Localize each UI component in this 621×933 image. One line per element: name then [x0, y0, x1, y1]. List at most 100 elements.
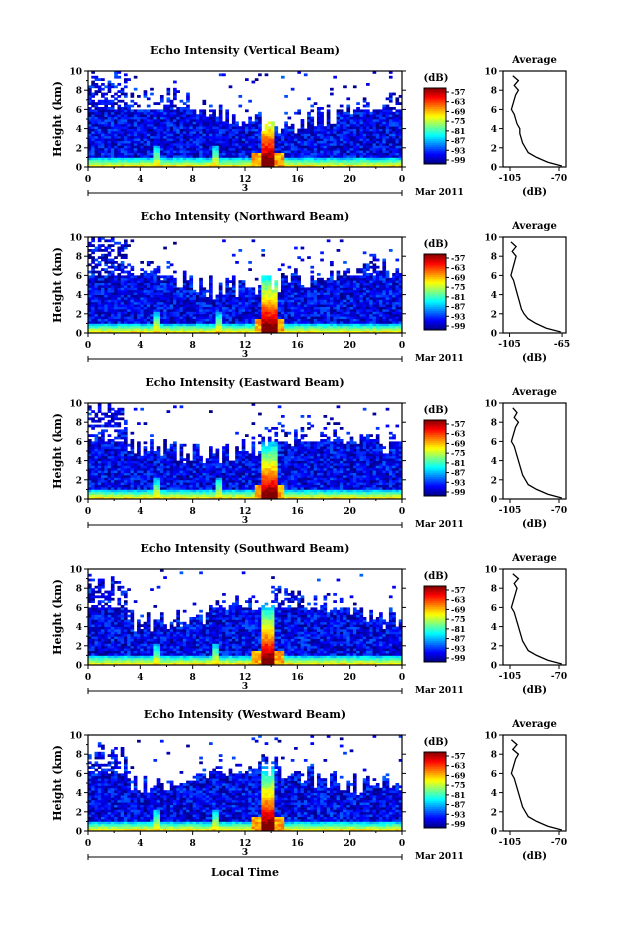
- heatmap-cell: [131, 162, 135, 165]
- heatmap-cell: [359, 119, 363, 122]
- heatmap-cell: [330, 292, 334, 295]
- heatmap-cell: [199, 114, 203, 117]
- heatmap-cell: [212, 307, 216, 310]
- colorbar-tick-label: -81: [451, 126, 465, 136]
- heatmap-cell: [202, 309, 206, 312]
- heatmap-cell: [245, 109, 249, 112]
- heatmap-cell: [350, 314, 354, 317]
- heatmap-cell: [196, 119, 200, 122]
- heatmap-cell: [196, 143, 200, 146]
- heatmap-cell: [95, 162, 99, 165]
- heatmap-cell: [268, 283, 272, 286]
- heatmap-cell: [238, 295, 242, 298]
- heatmap-cell: [350, 124, 354, 127]
- heatmap-cell: [137, 117, 141, 120]
- heatmap-cell: [180, 133, 184, 136]
- heatmap-cell: [101, 83, 105, 86]
- heatmap-cell: [183, 292, 187, 295]
- heatmap-cell: [330, 316, 334, 319]
- heatmap-cell: [124, 162, 128, 165]
- heatmap-cell: [95, 280, 99, 283]
- heatmap-cell: [242, 143, 246, 146]
- heatmap-cell: [386, 297, 390, 300]
- heatmap-cell: [369, 157, 373, 160]
- heatmap-cell: [167, 287, 171, 290]
- heatmap-cell: [320, 283, 324, 286]
- heatmap-cell: [189, 326, 193, 329]
- heatmap-cell: [307, 292, 311, 295]
- heatmap-cell: [395, 112, 399, 115]
- heatmap-cell: [359, 143, 363, 146]
- heatmap-cell: [366, 273, 370, 276]
- heatmap-cell: [366, 143, 370, 146]
- heatmap-cell: [121, 247, 125, 250]
- heatmap-cell: [180, 290, 184, 293]
- heatmap-cell: [180, 143, 184, 146]
- heatmap-cell: [144, 311, 148, 314]
- heatmap-cell: [196, 307, 200, 310]
- heatmap-cell: [186, 295, 190, 298]
- heatmap-cell: [238, 148, 242, 151]
- heatmap-cell: [91, 124, 95, 127]
- heatmap-cell: [124, 121, 128, 124]
- heatmap-cell: [265, 304, 269, 307]
- heatmap-cell: [95, 309, 99, 312]
- heatmap-cell: [310, 121, 314, 124]
- heatmap-cell: [183, 283, 187, 286]
- heatmap-cell: [117, 105, 121, 108]
- heatmap-cell: [124, 105, 128, 108]
- heatmap-cell: [382, 271, 386, 274]
- heatmap-cell: [114, 290, 118, 293]
- x-tick-label: 8: [190, 175, 196, 185]
- profile-x-tick-label: -65: [554, 340, 570, 350]
- heatmap-cell: [176, 141, 180, 144]
- heatmap-cell: [291, 307, 295, 310]
- heatmap-cell: [353, 323, 357, 326]
- heatmap-cell: [193, 321, 197, 324]
- heatmap-cell: [346, 285, 350, 288]
- heatmap-cell: [108, 145, 112, 148]
- heatmap-cell: [288, 157, 292, 160]
- heatmap-cell: [193, 302, 197, 305]
- heatmap-cell: [330, 88, 334, 91]
- heatmap-cell: [297, 283, 301, 286]
- heatmap-cell: [212, 328, 216, 331]
- heatmap-cell: [363, 319, 367, 322]
- x-tick-label: 20: [343, 175, 356, 185]
- heatmap-cell: [108, 160, 112, 163]
- heatmap-cell: [307, 295, 311, 298]
- heatmap-cell: [330, 311, 334, 314]
- heatmap-cell: [284, 160, 288, 163]
- heatmap-cell: [134, 76, 138, 79]
- heatmap-cell: [111, 117, 115, 120]
- heatmap-cell: [261, 299, 265, 302]
- heatmap-cell: [301, 290, 305, 293]
- heatmap-cell: [281, 150, 285, 153]
- heatmap-cell: [216, 119, 220, 122]
- heatmap-cell: [366, 316, 370, 319]
- heatmap-cell: [108, 290, 112, 293]
- heatmap-cell: [255, 309, 259, 312]
- heatmap-cell: [337, 153, 341, 156]
- x-tick-label: 4: [137, 341, 143, 351]
- heatmap-cell: [274, 314, 278, 317]
- heatmap-cell: [199, 148, 203, 151]
- heatmap-cell: [294, 278, 298, 281]
- heatmap-cell: [101, 285, 105, 288]
- heatmap-cell: [268, 280, 272, 283]
- heatmap-cell: [327, 309, 331, 312]
- heatmap-cell: [98, 138, 102, 141]
- heatmap-cell: [176, 311, 180, 314]
- heatmap-cell: [104, 160, 108, 163]
- heatmap-cell: [150, 133, 154, 136]
- heatmap-cell: [356, 316, 360, 319]
- heatmap-cell: [199, 309, 203, 312]
- heatmap-cell: [261, 157, 265, 160]
- heatmap-cell: [117, 138, 121, 141]
- heatmap-cell: [170, 304, 174, 307]
- heatmap-cell: [160, 157, 164, 160]
- heatmap-cell: [108, 124, 112, 127]
- heatmap-cell: [232, 287, 236, 290]
- heatmap-cell: [202, 307, 206, 310]
- heatmap-cell: [356, 155, 360, 158]
